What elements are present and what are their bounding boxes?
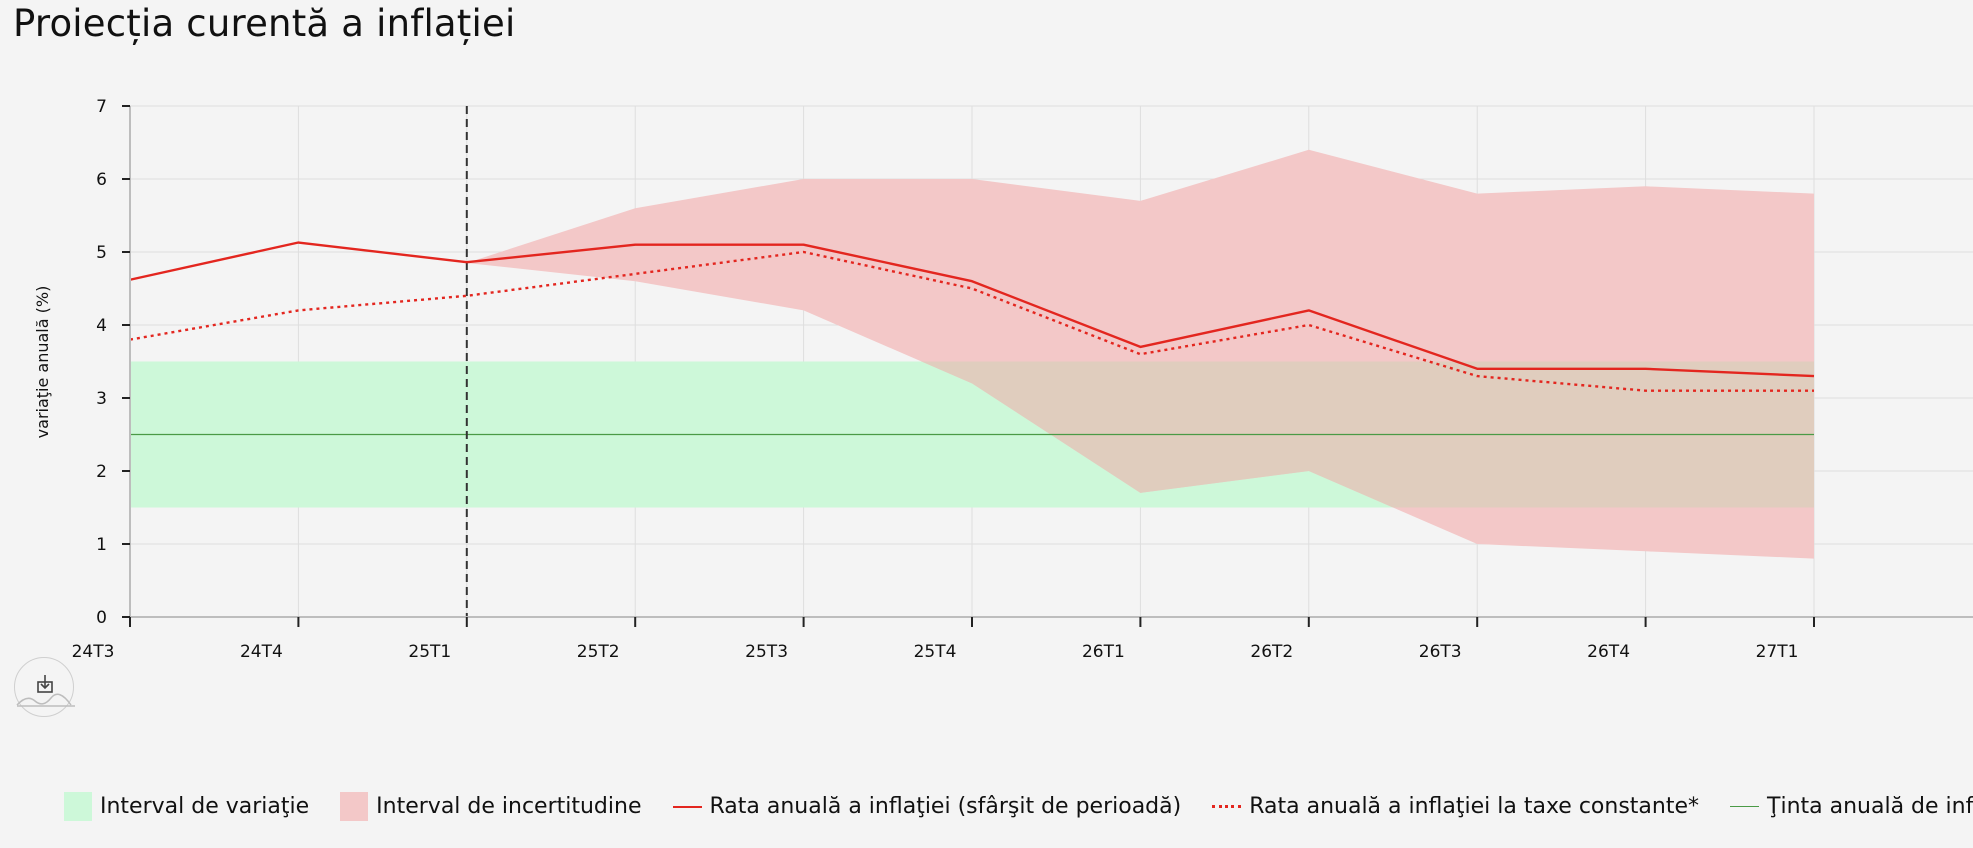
x-tick-label: 25T2 [577, 642, 620, 662]
legend-label: Interval de variaţie [100, 794, 310, 819]
legend-swatch [340, 792, 369, 821]
y-tick-label: 0 [96, 608, 107, 628]
inflation-rate-line [129, 241, 1815, 378]
legend-item[interactable]: Ţinta anuală de inflaţie [1730, 794, 1973, 819]
y-axis-label: variaţie anuală (%) [33, 286, 52, 439]
y-tick-label: 5 [96, 243, 107, 263]
legend-swatch [64, 792, 92, 821]
y-tick-label: 2 [96, 462, 107, 482]
x-tick-label: 27T1 [1756, 642, 1799, 662]
x-tick-label: 24T4 [240, 642, 283, 662]
legend-line-swatch [1730, 806, 1760, 807]
legend-item[interactable]: Interval de incertitudine [340, 792, 642, 821]
x-tick-label: 26T4 [1587, 642, 1630, 662]
legend-item[interactable]: Rata anuală a inflaţiei (sfârşit de peri… [672, 794, 1182, 819]
download-icon [16, 675, 75, 707]
y-tick-label: 3 [96, 389, 107, 409]
y-tick-label: 7 [96, 97, 107, 117]
inflation-constant-taxes-line [129, 250, 1814, 392]
legend-label: Interval de incertitudine [376, 794, 642, 819]
legend-line-swatch [1212, 805, 1242, 808]
legend-label: Rata anuală a inflaţiei la taxe constant… [1249, 794, 1700, 819]
y-tick-label: 1 [96, 535, 107, 555]
x-tick-label: 24T3 [72, 642, 115, 662]
legend-line-swatch [672, 805, 702, 808]
page-title: Proiecția curentă a inflației [13, 2, 516, 45]
x-tick-label: 25T3 [745, 642, 788, 662]
legend-label: Ţinta anuală de inflaţie [1767, 794, 1973, 819]
x-tick-label: 26T1 [1082, 642, 1125, 662]
x-tick-label: 26T3 [1419, 642, 1462, 662]
y-tick-label: 6 [96, 170, 107, 190]
legend-label: Rata anuală a inflaţiei (sfârşit de peri… [709, 794, 1182, 819]
x-tick-label: 25T1 [408, 642, 451, 662]
legend-item[interactable]: Rata anuală a inflaţiei la taxe constant… [1212, 794, 1699, 819]
x-tick-label: 25T4 [914, 642, 957, 662]
legend: Interval de variaţie Interval de incertit… [64, 792, 1973, 821]
y-tick-label: 4 [96, 316, 107, 336]
export-button[interactable] [14, 657, 75, 717]
x-tick-label: 26T2 [1250, 642, 1293, 662]
legend-item[interactable]: Interval de variaţie [64, 792, 309, 821]
